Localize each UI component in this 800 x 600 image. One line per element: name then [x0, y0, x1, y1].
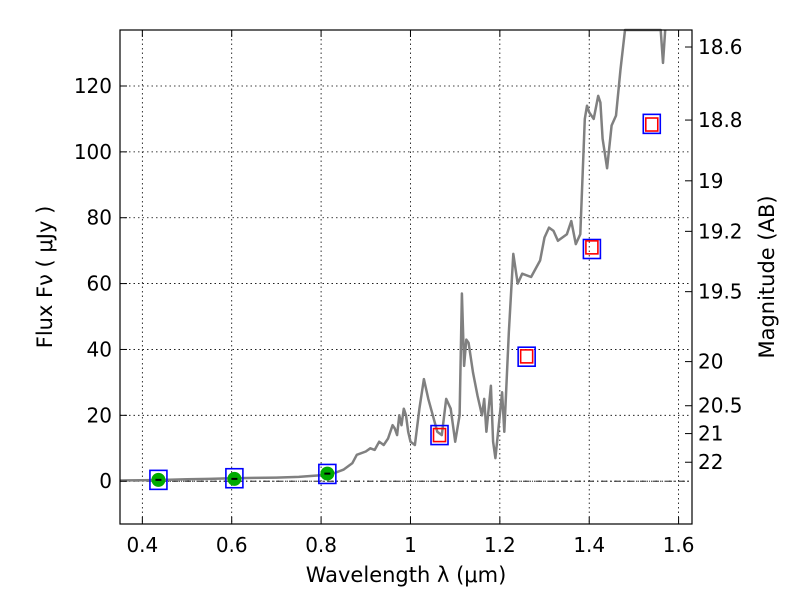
- x-tick-label: 0.6: [216, 533, 248, 557]
- model-photometry-point: [318, 463, 337, 485]
- mag-tick-label: 19: [698, 169, 723, 193]
- y-tick-label: 120: [74, 74, 112, 98]
- model-photometry-point: [517, 346, 536, 367]
- x-tick-label: 1.2: [484, 533, 516, 557]
- mag-tick-label: 22: [698, 450, 723, 474]
- y-tick-label: 0: [99, 469, 112, 493]
- mag-tick-label: 21: [698, 422, 723, 446]
- mag-tick-label: 19.5: [698, 280, 743, 304]
- x-tick-label: 0.8: [305, 533, 337, 557]
- tick-labels: 0.4 0.6 0.8 1 1.2 1.4 1.6 0 20 40 60 80 100 120 18.6 18…: [74, 35, 743, 557]
- plot-frame: [119, 29, 693, 525]
- model-photometry-point: [582, 238, 602, 260]
- model-photometry-point: [225, 467, 244, 489]
- x-axis-label: Wavelength λ (μm): [306, 563, 507, 587]
- grid: [120, 30, 692, 524]
- model-photometry-point: [642, 113, 662, 135]
- model-spectrum-line: [119, 28, 667, 482]
- y-tick-label: 80: [87, 206, 112, 230]
- observed-photometry-point: [432, 427, 447, 443]
- mag-tick-label: 20: [698, 350, 723, 374]
- observed-photometry-point: [644, 117, 659, 132]
- mag-tick-label: 20.5: [698, 394, 743, 418]
- y-tick-label: 40: [87, 337, 112, 361]
- y-axis-right-label: Magnitude (AB): [755, 195, 779, 358]
- model-photometry-point: [149, 469, 168, 491]
- x-tick-label: 1.4: [573, 533, 605, 557]
- x-tick-label: 0.4: [126, 533, 158, 557]
- mag-tick-label: 19.2: [698, 219, 743, 243]
- y-tick-label: 100: [74, 140, 112, 164]
- x-tick-label: 1: [404, 533, 417, 557]
- mag-tick-label: 18.6: [698, 35, 743, 59]
- y-tick-label: 60: [87, 272, 112, 296]
- y-tick-label: 20: [87, 403, 112, 427]
- observed-photometry-point: [585, 240, 599, 255]
- mag-tick-label: 18.8: [698, 108, 743, 132]
- observed-photometry-point: [519, 349, 534, 364]
- photometry-markers: [149, 113, 662, 491]
- axis-ticks: [120, 30, 692, 524]
- model-photometry-point: [430, 424, 449, 446]
- spectrum-layer: [119, 28, 667, 482]
- y-axis-label: Flux Fν ( μJy ): [33, 206, 57, 349]
- x-tick-label: 1.6: [663, 533, 695, 557]
